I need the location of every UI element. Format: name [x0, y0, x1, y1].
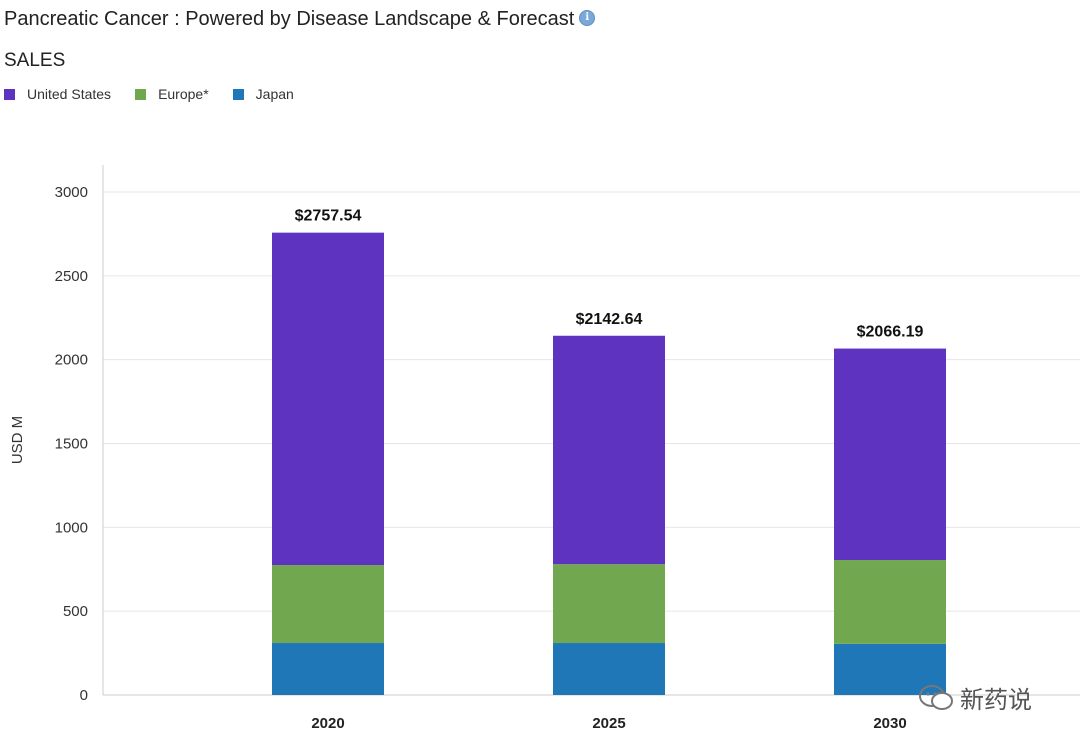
x-tick-label: 2030 — [873, 715, 906, 732]
bar-total-label: $2757.54 — [295, 208, 362, 225]
legend-swatch — [4, 88, 15, 100]
info-icon[interactable]: i — [579, 10, 596, 26]
y-tick-label: 0 — [80, 687, 88, 704]
y-axis-label: USD M — [9, 416, 26, 464]
legend-item[interactable]: Japan — [232, 86, 294, 102]
bar-segment — [272, 565, 384, 644]
legend-item[interactable]: United States — [4, 86, 111, 102]
y-tick-label: 2500 — [55, 268, 88, 285]
y-tick-label: 1500 — [55, 436, 88, 453]
chart-legend: United States Europe* Japan — [4, 86, 294, 102]
bar-segment — [272, 232, 384, 566]
y-tick-label: 2000 — [55, 352, 88, 369]
watermark-text: 新药说 — [960, 686, 1032, 714]
legend-label: United States — [27, 86, 112, 102]
bar-segment — [553, 564, 665, 644]
bar-total-label: $2066.19 — [857, 324, 924, 341]
legend-item[interactable]: Europe* — [135, 86, 209, 102]
page-title: Pancreatic Cancer : Powered by Disease L… — [4, 8, 575, 30]
chat-bubble-icon — [919, 684, 953, 710]
legend-swatch — [135, 88, 147, 100]
x-tick-label: 2025 — [592, 715, 625, 732]
bar-segment — [553, 335, 665, 565]
legend-swatch — [232, 88, 244, 100]
legend-label: Japan — [255, 86, 294, 102]
watermark: 新药说 — [918, 680, 1032, 715]
title-row: Pancreatic Cancer : Powered by Disease L… — [4, 8, 596, 31]
bar-segment — [834, 560, 946, 644]
bar-segment — [272, 643, 384, 695]
bar-total-label: $2142.64 — [576, 311, 643, 328]
y-tick-label: 1000 — [55, 519, 88, 536]
x-tick-label: 2020 — [311, 715, 344, 732]
bar-segment — [553, 643, 665, 695]
legend-label: Europe* — [158, 86, 209, 102]
y-tick-label: 3000 — [55, 184, 88, 201]
y-tick-label: 500 — [63, 603, 88, 620]
section-label: SALES — [4, 50, 66, 71]
bar-segment — [834, 348, 946, 561]
